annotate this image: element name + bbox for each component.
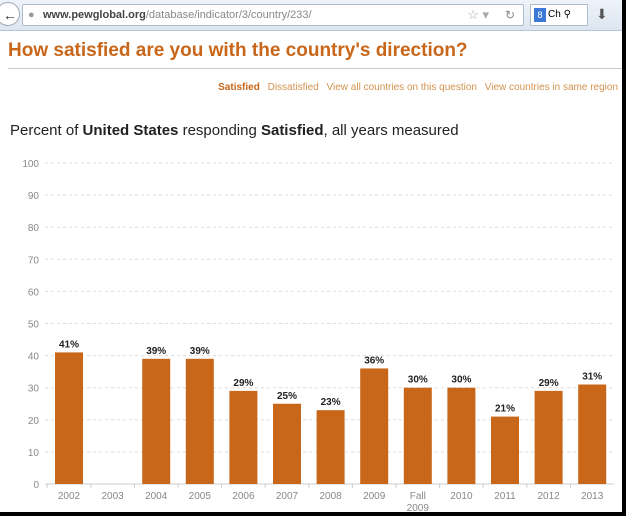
- bar: [185, 358, 214, 484]
- x-tick-label: 2009: [407, 503, 430, 512]
- x-tick-label: 2007: [276, 491, 299, 502]
- x-tick-label: 2013: [581, 491, 604, 502]
- divider: [8, 68, 622, 69]
- x-tick-label: 2003: [101, 491, 124, 502]
- x-tick-label: 2006: [232, 491, 255, 502]
- bar: [273, 403, 301, 484]
- data-label: 29%: [233, 378, 253, 389]
- data-label: 31%: [582, 371, 602, 382]
- x-tick-label: 2009: [363, 491, 386, 502]
- y-tick-label: 0: [33, 480, 39, 491]
- x-tick-label: 2005: [189, 491, 212, 502]
- x-tick-label: 2008: [319, 491, 342, 502]
- back-arrow-icon: ←: [3, 7, 17, 23]
- reload-icon[interactable]: ↻: [504, 8, 515, 22]
- y-tick-label: 20: [28, 416, 40, 427]
- data-label: 23%: [321, 397, 341, 408]
- data-label: 21%: [495, 404, 515, 415]
- bar: [360, 368, 389, 484]
- y-tick-label: 70: [28, 255, 40, 266]
- y-tick-label: 100: [22, 159, 39, 170]
- x-tick-label: 2010: [450, 491, 473, 502]
- y-tick-label: 50: [28, 320, 40, 331]
- bar: [55, 352, 83, 484]
- address-bar[interactable]: ● www.pewglobal.org/database/indicator/3…: [22, 4, 524, 26]
- search-box[interactable]: 8 Ch ⚲: [530, 4, 588, 26]
- bar: [142, 358, 171, 484]
- data-label: 36%: [364, 355, 384, 366]
- data-label: 30%: [451, 375, 471, 386]
- bar: [447, 387, 476, 484]
- link-dissatisfied[interactable]: Dissatisfied: [267, 82, 319, 93]
- link-satisfied[interactable]: Satisfied: [218, 82, 260, 93]
- y-tick-label: 40: [28, 352, 40, 363]
- data-label: 29%: [539, 378, 559, 389]
- globe-icon: ●: [28, 9, 35, 21]
- chart-subtitle: Percent of United States responding Sati…: [10, 122, 459, 139]
- search-text: Ch: [548, 9, 561, 20]
- browser-toolbar: ← ● www.pewglobal.org/database/indicator…: [0, 0, 622, 31]
- x-tick-label: 2002: [58, 491, 81, 502]
- link-all-countries[interactable]: View all countries on this question: [326, 82, 477, 93]
- data-label: 25%: [277, 391, 297, 402]
- response-links: Satisfied Dissatisfied View all countrie…: [213, 82, 618, 93]
- download-icon[interactable]: ⬇: [596, 6, 608, 22]
- x-tick-label: 2012: [537, 491, 560, 502]
- bar: [403, 387, 432, 484]
- link-same-region[interactable]: View countries in same region: [484, 82, 618, 93]
- y-tick-label: 10: [28, 448, 40, 459]
- data-label: 41%: [59, 339, 79, 350]
- y-tick-label: 60: [28, 287, 40, 298]
- x-tick-label: Fall: [410, 491, 426, 502]
- x-tick-label: 2004: [145, 491, 168, 502]
- y-tick-label: 30: [28, 384, 40, 395]
- bookmark-star-icon[interactable]: ☆ ▾: [467, 7, 489, 22]
- url-text: www.pewglobal.org/database/indicator/3/c…: [43, 9, 312, 21]
- bar-chart: 0 10 20 30 40 50 60 70 80 90 100 41% 2002 2003 39% 2004…: [22, 159, 614, 512]
- bar: [491, 416, 519, 484]
- search-engine-icon[interactable]: 8: [534, 8, 546, 22]
- y-tick-label: 90: [28, 191, 40, 202]
- bar: [534, 390, 563, 484]
- data-label: 39%: [190, 346, 210, 357]
- bar: [316, 410, 345, 484]
- data-label: 30%: [408, 375, 428, 386]
- back-button[interactable]: ←: [0, 2, 20, 26]
- x-tick-label: 2011: [494, 491, 516, 502]
- search-icon[interactable]: ⚲: [563, 9, 571, 20]
- bar: [578, 384, 607, 484]
- data-label: 39%: [146, 346, 166, 357]
- y-tick-label: 80: [28, 223, 40, 234]
- bar: [229, 390, 258, 484]
- page-title: How satisfied are you with the country's…: [8, 40, 468, 61]
